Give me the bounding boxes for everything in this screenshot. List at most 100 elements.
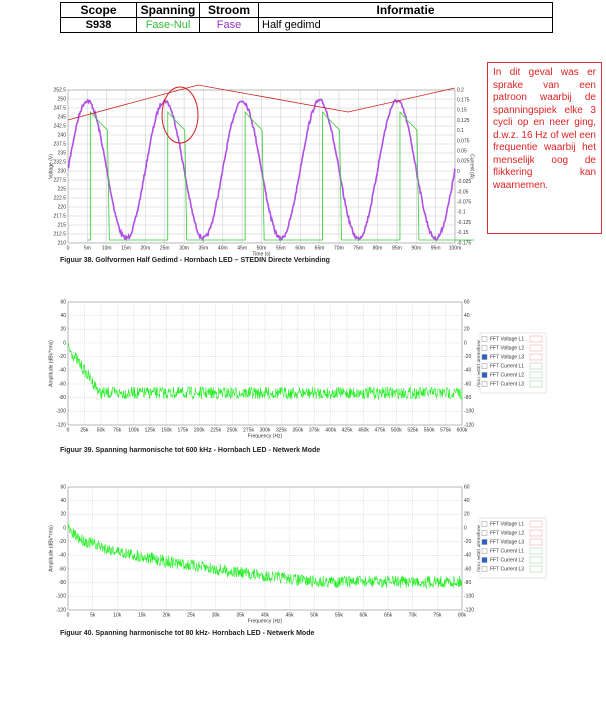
legend-swatch [529,344,543,352]
y-tick-label: 225 [58,186,67,192]
fft-trace [67,522,463,589]
x-tick-label: 0 [67,612,70,618]
x-tick-label: 45m [237,245,247,251]
y2-tick-label: -80 [464,395,471,401]
y2-tick-label: -20 [464,539,471,545]
info-table: Scope Spanning Stroom Informatie S938 Fase-N… [60,2,553,33]
y2-tick-label: -120 [464,422,474,428]
legend-entry: FFT Current L2 [490,372,524,378]
annotation-line [67,84,456,121]
y-axis-label: Voltage (V) [48,154,54,179]
x-tick-label: 600k [457,427,468,433]
y2-tick-label: 40 [464,498,470,504]
y2-tick-label: 0 [464,340,467,346]
y2-tick-label: -100 [464,409,474,415]
x-tick-label: 65m [315,245,325,251]
y-tick-label: 250 [58,96,67,102]
legend-entry: FFT Voltage L1 [490,336,524,342]
x-tick-label: 10k [113,612,122,618]
y-tick-label: 232.5 [53,159,66,165]
x-tick-label: 80m [373,245,383,251]
y2-tick-label: -60 [464,566,471,572]
y2-axis-label: Current (A) [469,154,475,179]
x-tick-label: 425k [342,427,353,433]
x-tick-label: 55m [276,245,286,251]
x-tick-label: 350k [292,427,303,433]
x-axis-label: Frequency (Hz) [248,618,283,624]
x-tick-label: 70k [409,612,418,618]
x-tick-label: 225k [210,427,221,433]
x-tick-label: 5k [90,612,96,618]
y-tick-label: 237.5 [53,141,66,147]
y-axis-label: Amplitude (dBV*rms) [48,340,54,387]
x-tick-label: 150k [161,427,172,433]
y2-tick-label: 20 [464,327,470,333]
legend-swatch [529,529,543,537]
x-tick-label: 45k [286,612,295,618]
legend-entry: FFT Current L3 [490,566,524,572]
legend-checkbox [481,548,488,554]
legend-entry: FFT Voltage L3 [490,539,524,545]
y-tick-label: 40 [60,313,66,319]
y2-axis-label: Amplitude (dBA*rms) [476,525,482,572]
x-tick-label: 35m [199,245,209,251]
y-tick-label: 60 [60,484,66,490]
y-tick-label: -40 [59,553,66,559]
x-tick-label: 15m [121,245,131,251]
x-tick-label: 375k [309,427,320,433]
fft-trace [67,342,463,401]
legend-swatch [529,565,543,573]
annotation-circle [161,86,199,144]
x-tick-label: 75k [433,612,442,618]
x-tick-label: 475k [374,427,385,433]
y-tick-label: -80 [59,395,66,401]
x-tick-label: 30k [212,612,221,618]
x-tick-label: 40k [261,612,270,618]
x-tick-label: 100k [128,427,139,433]
x-tick-label: 100m [449,245,462,251]
legend-entry: FFT Voltage L2 [490,530,524,536]
y-tick-label: -100 [56,594,66,600]
y-tick-label: -60 [59,381,66,387]
x-tick-label: 30m [179,245,189,251]
legend-swatch [529,371,543,379]
x-tick-label: 575k [440,427,451,433]
legend-checkbox [481,521,488,527]
y2-tick-label: 0.15 [457,108,467,114]
x-tick-label: 40m [218,245,228,251]
x-tick-label: 175k [177,427,188,433]
y-tick-label: 245 [58,114,67,120]
y-tick-label: 227.5 [53,177,66,183]
legend-entry: FFT Voltage L3 [490,354,524,360]
y-tick-label: -20 [59,539,66,545]
x-tick-label: 15k [138,612,147,618]
x-axis-label: Frequency (Hz) [248,433,283,439]
y-tick-label: 247.5 [53,105,66,111]
y2-tick-label: -0.075 [457,200,471,206]
y-tick-label: 0 [63,525,66,531]
voltage-trace [67,98,456,243]
x-tick-label: 25k [80,427,89,433]
y-tick-label: -100 [56,409,66,415]
legend-checkbox [481,539,488,545]
y2-tick-label: -0.025 [457,179,471,185]
x-tick-label: 60k [359,612,368,618]
y2-axis-label: Amplitude (dBA*rms) [476,340,482,387]
y-tick-label: 242.5 [53,123,66,129]
x-tick-label: 50m [257,245,267,251]
y2-tick-label: -40 [464,368,471,374]
y-tick-label: -20 [59,354,66,360]
x-tick-label: 450k [358,427,369,433]
legend-swatch [529,335,543,343]
x-tick-label: 275k [243,427,254,433]
legend-checkbox [481,336,488,342]
cell: Half gedimd [258,17,553,33]
y2-tick-label: -0.125 [457,220,471,226]
legend-swatch [529,520,543,528]
y2-tick-label: -0.05 [457,189,469,195]
y2-tick-label: 20 [464,512,470,518]
x-tick-label: 125k [145,427,156,433]
x-tick-label: 525k [407,427,418,433]
